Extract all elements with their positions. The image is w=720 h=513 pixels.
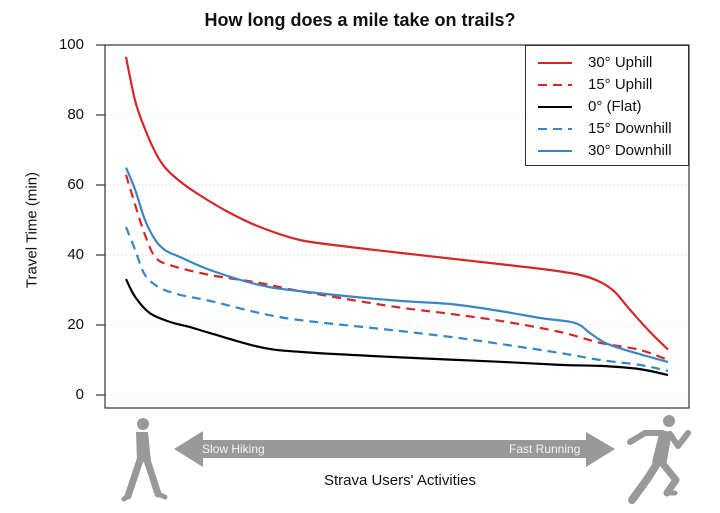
plot-frame [104,44,690,409]
y-axis-label: Travel Time (min) [23,171,41,289]
arrow-left-head-icon [174,431,203,467]
legend-item-flat: 0° (Flat) [526,96,688,118]
y-tick-label: 0 [75,386,84,403]
activity-arrow [174,431,615,467]
legend-label: 15° Downhill [588,120,672,137]
legend-item-30-downhill: 30° Downhill [526,140,688,162]
y-tick-label: 100 [58,36,84,53]
series-line-30-downhill [124,167,669,364]
y-tick-label: 60 [67,176,84,193]
series-line-0-flat- [125,278,669,377]
walking-person-icon [121,418,168,502]
legend-item-15-downhill: 15° Downhill [526,118,688,140]
x-axis-label: Strava Users' Activities [323,472,477,489]
fast-running-label: Fast Running [509,442,581,456]
y-tick-label: 80 [67,106,84,123]
arrow-right-head-icon [586,432,615,467]
legend: 30° Uphill 15° Uphill 0° (Flat) 15° Down… [525,45,689,166]
data-lines [124,56,669,377]
y-tick-label: 20 [67,316,84,333]
legend-label: 30° Downhill [588,142,672,159]
series-line-15-uphill [124,174,669,362]
y-axis [96,44,105,396]
legend-label: 30° Uphill [588,54,653,71]
slow-hiking-label: Slow Hiking [202,442,265,456]
series-line-30-uphill [124,56,669,351]
running-person-icon [627,415,691,504]
y-tick-label: 40 [67,246,84,263]
legend-item-15-uphill: 15° Uphill [526,74,688,96]
legend-label: 0° (Flat) [588,98,642,115]
series-line-15-downhill [124,226,669,372]
chart-title: How long does a mile take on trails? [204,10,516,30]
legend-item-30-uphill: 30° Uphill [526,52,688,74]
legend-label: 15° Uphill [588,76,653,93]
